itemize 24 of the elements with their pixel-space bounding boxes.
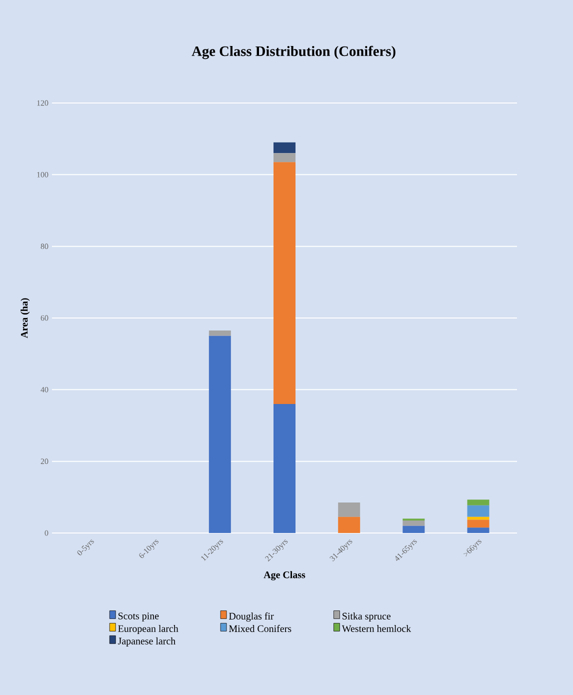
bar <box>467 528 490 533</box>
legend-label: Japanese larch <box>118 637 176 646</box>
bar <box>208 336 231 533</box>
legend-label: Scots pine <box>118 612 159 622</box>
legend-label: Sitka spruce <box>342 612 391 622</box>
y-axis-title: Area (ha) <box>20 298 30 338</box>
legend-label: Douglas fir <box>229 612 274 622</box>
legend-label: Mixed Conifers <box>229 624 292 632</box>
bar <box>402 520 425 526</box>
bar <box>467 500 490 506</box>
bar <box>274 153 296 162</box>
bar <box>274 162 296 404</box>
bar <box>467 520 490 528</box>
bar <box>274 142 296 154</box>
bar <box>467 505 490 517</box>
x-axis-title: Age Class <box>264 571 306 580</box>
bar <box>338 516 360 533</box>
bar <box>274 404 296 533</box>
bar <box>402 526 425 533</box>
legend-label: Western hemlock <box>342 624 412 632</box>
legend-label: European larch <box>118 624 178 634</box>
bar <box>208 330 231 336</box>
chart-title: Age Class Distribution (Conifers) <box>192 46 396 60</box>
bar <box>338 502 360 517</box>
